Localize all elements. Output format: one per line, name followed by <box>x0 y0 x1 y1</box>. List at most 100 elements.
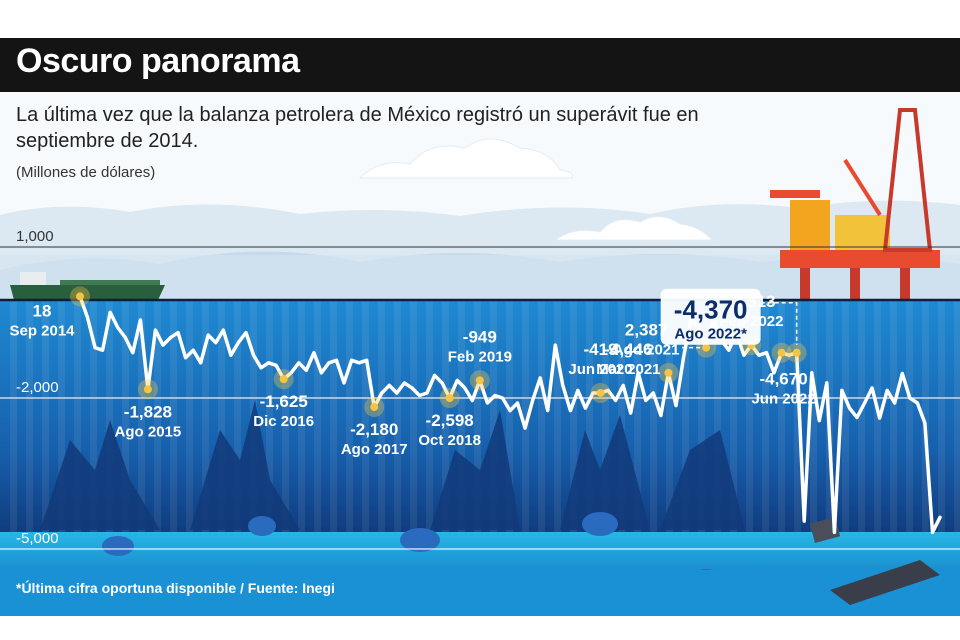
annotation-value: -2,180 <box>350 420 398 439</box>
sea-stripe <box>794 300 801 532</box>
annotation-value: -1,625 <box>260 392 308 411</box>
oil-platform-illustration <box>770 108 940 300</box>
marker-point <box>279 375 288 384</box>
title-bar <box>0 38 960 92</box>
sea-stripe <box>330 300 337 532</box>
sea-stripe <box>218 300 225 532</box>
sea-stripe <box>890 300 897 532</box>
sea-stripe <box>650 300 657 532</box>
sea-stripe <box>138 300 145 532</box>
annotation-date: Ago 2021 <box>613 342 680 359</box>
sea-stripe <box>938 300 945 532</box>
annotation-value: -4,446 <box>604 340 652 359</box>
sea-stripe <box>378 300 385 532</box>
markers <box>70 286 807 418</box>
tanker-ship-illustration <box>10 272 165 300</box>
annotation-value: 2,387 <box>625 321 668 340</box>
annotation-value: -4,370 <box>674 295 748 325</box>
rocks <box>40 400 745 530</box>
cloud-2 <box>553 216 714 241</box>
marker-point <box>445 394 454 402</box>
sea-stripe <box>426 300 433 532</box>
y-tick-label: 1,000 <box>16 228 54 245</box>
sea-stripe <box>234 300 241 532</box>
sea-stripe <box>266 300 273 532</box>
sea-stripe <box>634 300 641 532</box>
annotation-date: Jun 2022 <box>751 391 815 408</box>
sea-stripe <box>90 300 97 532</box>
sea-stripe <box>26 300 33 532</box>
annotation-value: -1,828 <box>124 402 172 421</box>
sea-stripe <box>186 300 193 532</box>
marker-point <box>664 368 673 377</box>
annotations: 18 Sep 2014 -1,828 Ago 2015 -1,625 Dic 2016 -2… <box>9 288 816 458</box>
annotation-value: 18 <box>33 301 52 320</box>
sea-stripes <box>10 300 960 532</box>
annotation-date: Mar 2021 <box>596 361 660 378</box>
footer-band <box>0 570 960 616</box>
marker-point <box>702 343 711 352</box>
sea-stripe <box>570 300 577 532</box>
sea-stripe <box>698 300 705 532</box>
marker-point <box>76 292 84 301</box>
annotation-date: Oct 2018 <box>418 432 481 449</box>
annotation-date: Dic 2016 <box>253 413 314 430</box>
sea-stripe <box>490 300 497 532</box>
unit-label: (Millones de dólares) <box>16 164 156 181</box>
y-tick-label: -5,000 <box>16 530 59 547</box>
sea-stripe <box>10 300 17 532</box>
sea-stripe <box>298 300 305 532</box>
sea-stripe <box>538 300 545 532</box>
sea-stripe <box>858 300 865 532</box>
sea-stripe <box>746 300 753 532</box>
sea-stripe <box>106 300 113 532</box>
sea-stripe <box>906 300 913 532</box>
subtitle: La última vez que la balanza petrolera d… <box>16 104 699 152</box>
sea-stripe <box>154 300 161 532</box>
sea-stripe <box>522 300 529 532</box>
annotation-value: -419 <box>584 340 618 359</box>
marker-point <box>792 348 801 357</box>
sea-stripe <box>58 300 65 532</box>
sea-floor <box>0 532 960 570</box>
sea-stripe <box>618 300 625 532</box>
sea-stripe <box>922 300 929 532</box>
sea-stripe <box>474 300 481 532</box>
sea-stripe <box>954 300 960 532</box>
annotation-value: -4,670 <box>759 370 807 389</box>
page-title: Oscuro panorama <box>16 42 300 80</box>
annotation-date: Ago 2022* <box>674 326 747 343</box>
sea-stripe <box>394 300 401 532</box>
marker-point <box>475 376 484 385</box>
sea-stripe <box>602 300 609 532</box>
sea-stripe <box>506 300 513 532</box>
sea-stripe <box>314 300 321 532</box>
y-tick-label: -2,000 <box>16 379 59 396</box>
sea-stripe <box>410 300 417 532</box>
annotation-date: Feb 2019 <box>448 348 512 365</box>
sea-stripe <box>810 300 817 532</box>
sea-stripe <box>458 300 465 532</box>
annotation-date: Ago 2017 <box>341 441 408 458</box>
sea-stripe <box>346 300 353 532</box>
leader-line <box>760 301 798 345</box>
sea-stripe <box>666 300 673 532</box>
annotation-date: Sep 2014 <box>9 322 75 339</box>
sea-stripe <box>554 300 561 532</box>
sea-stripe <box>42 300 49 532</box>
marker-point <box>777 348 786 357</box>
sea-stripe <box>730 300 737 532</box>
annotation-date: Ago 2015 <box>115 423 182 440</box>
sea-stripe <box>762 300 769 532</box>
sea-stripe <box>842 300 849 532</box>
marker-point <box>596 388 605 397</box>
sea-stripe <box>682 300 689 532</box>
highlight-box <box>660 288 761 345</box>
annotation-date: Jun 2020 <box>568 361 632 378</box>
sea-stripe <box>202 300 209 532</box>
annotation-value: -949 <box>463 327 497 346</box>
y-axis: 1,000 -2,000 -5,000 <box>16 228 59 547</box>
sea-stripe <box>778 300 785 532</box>
sea-stripe <box>714 300 721 532</box>
annotation-value: -2,598 <box>426 411 474 430</box>
